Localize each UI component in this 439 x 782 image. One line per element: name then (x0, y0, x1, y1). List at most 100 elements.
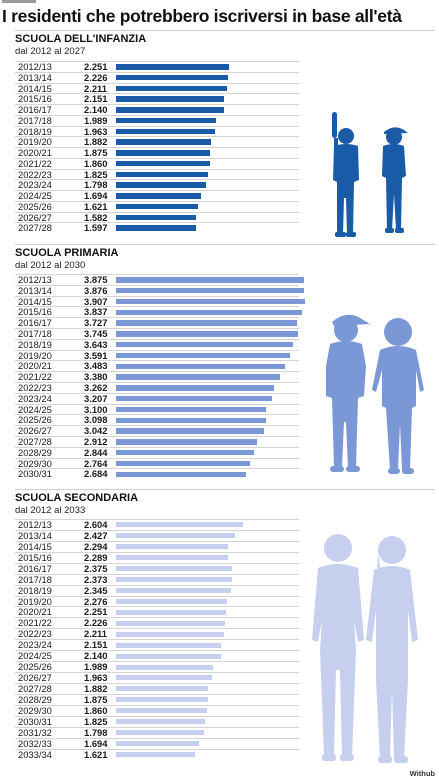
row-separator (15, 82, 299, 84)
chart-row-infanzia: 2016/17 2.140 (15, 104, 435, 115)
data-label: 3.262 (84, 382, 108, 393)
bar-primaria (116, 449, 254, 456)
data-label: 2.912 (84, 436, 108, 447)
data-label: 2.226 (84, 617, 108, 629)
chart-row-secondaria: 2015/16 2.289 (15, 551, 435, 563)
data-label: 2.140 (84, 650, 108, 662)
bar-secondaria (116, 708, 207, 714)
category-label: 2015/16 (18, 93, 52, 105)
category-label: 2013/14 (18, 529, 52, 541)
chart-row-secondaria: 2032/33 1.694 (15, 737, 435, 749)
chart-row-primaria: 2023/24 3.207 (15, 392, 435, 404)
bar-secondaria (116, 620, 225, 626)
category-label: 2014/15 (18, 295, 52, 307)
bar-infanzia (116, 96, 225, 102)
row-separator (15, 617, 299, 619)
chart-row-secondaria: 2013/14 2.427 (15, 529, 435, 541)
row-separator (15, 200, 299, 202)
category-label: 2018/19 (18, 338, 52, 350)
chart-title-secondaria: SCUOLA SECONDARIA (15, 492, 139, 504)
data-label: 2.211 (84, 82, 107, 94)
row-separator (15, 382, 299, 383)
bar-infanzia (116, 214, 196, 221)
data-label: 3.875 (84, 274, 108, 285)
chart-row-primaria: 2026/27 3.042 (15, 425, 435, 436)
chart-row-secondaria: 2031/32 1.798 (15, 726, 435, 738)
data-label: 1.621 (84, 200, 108, 212)
category-label: 2023/24 (18, 179, 52, 191)
category-label: 2016/17 (18, 104, 52, 115)
category-label: 2017/18 (18, 573, 52, 585)
row-separator (15, 704, 299, 706)
category-label: 2014/15 (18, 540, 52, 552)
row-separator (15, 595, 299, 597)
chart-row-infanzia: 2019/20 1.882 (15, 136, 435, 147)
row-separator (15, 661, 299, 663)
row-separator (15, 457, 299, 459)
page-title: I residenti che potrebbero iscriversi in… (2, 6, 402, 26)
category-label: 2015/16 (18, 551, 52, 563)
chart-row-secondaria: 2029/30 1.860 (15, 704, 435, 716)
category-label: 2028/29 (18, 693, 52, 705)
bar-primaria (116, 395, 272, 402)
data-label: 2.294 (84, 540, 108, 552)
row-separator (15, 446, 299, 448)
bar-primaria (116, 374, 280, 380)
row-separator (15, 61, 299, 62)
chart-subtitle-secondaria: dal 2012 al 2033 (15, 505, 86, 516)
data-label: 1.621 (84, 748, 108, 760)
chart-row-secondaria: 2028/29 1.875 (15, 693, 435, 705)
bar-secondaria (116, 751, 196, 757)
chart-row-secondaria: 2021/22 2.226 (15, 617, 435, 628)
category-label: 2012/13 (18, 519, 52, 530)
row-separator (15, 562, 299, 564)
bar-infanzia (116, 182, 207, 188)
bar-infanzia (116, 160, 210, 167)
category-label: 2015/16 (18, 306, 52, 318)
chart-row-infanzia: 2027/28 1.597 (15, 222, 435, 233)
row-separator (15, 693, 299, 695)
category-label: 2022/23 (18, 628, 52, 640)
chart-title-primaria: SCUOLA PRIMARIA (15, 247, 119, 259)
row-separator (15, 551, 299, 553)
data-label: 1.882 (84, 682, 108, 694)
data-label: 2.604 (84, 519, 108, 530)
bar-secondaria (116, 566, 233, 572)
bar-secondaria (116, 598, 228, 604)
chart-row-primaria: 2028/29 2.844 (15, 446, 435, 458)
chart-row-infanzia: 2012/13 2.251 (15, 61, 435, 72)
row-separator (15, 425, 299, 427)
chart-row-secondaria: 2025/26 1.989 (15, 661, 435, 672)
bar-secondaria (116, 577, 233, 583)
data-label: 1.860 (84, 704, 108, 716)
chart-row-secondaria: 2012/13 2.604 (15, 519, 435, 530)
chart-row-secondaria: 2023/24 2.151 (15, 639, 435, 650)
data-label: 1.798 (84, 726, 108, 738)
chart-row-infanzia: 2015/16 2.151 (15, 93, 435, 104)
row-separator (15, 715, 299, 717)
category-label: 2013/14 (18, 284, 52, 296)
category-label: 2020/21 (18, 360, 52, 372)
data-label: 3.745 (84, 328, 108, 339)
category-label: 2026/27 (18, 211, 52, 223)
data-label: 3.100 (84, 403, 108, 415)
chart-row-primaria: 2027/28 2.912 (15, 436, 435, 447)
data-label: 3.380 (84, 371, 108, 383)
bar-secondaria (116, 686, 209, 692)
category-label: 2022/23 (18, 168, 52, 180)
data-label: 2.373 (84, 573, 108, 585)
row-separator (15, 392, 299, 394)
data-label: 1.963 (84, 672, 108, 684)
category-label: 2027/28 (18, 436, 52, 447)
chart-row-secondaria: 2020/21 2.251 (15, 606, 435, 617)
category-label: 2021/22 (18, 157, 52, 169)
bar-secondaria (116, 555, 228, 561)
category-label: 2030/31 (18, 468, 52, 480)
bar-primaria (116, 352, 291, 359)
data-label: 1.989 (84, 661, 108, 673)
bar-primaria (116, 341, 293, 348)
data-label: 2.226 (84, 71, 108, 83)
data-label: 1.963 (84, 125, 108, 137)
row-separator (15, 606, 299, 608)
bar-secondaria (116, 719, 206, 725)
